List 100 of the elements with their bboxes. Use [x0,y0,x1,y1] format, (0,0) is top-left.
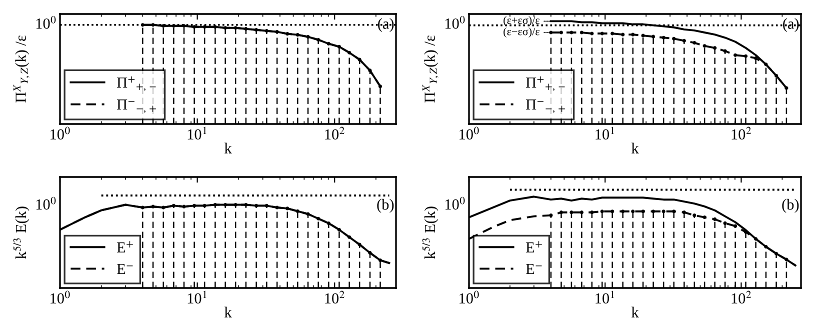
point [296,209,300,214]
point [651,34,656,38]
point [172,24,176,28]
point [754,237,758,241]
point [140,23,144,27]
point [244,202,248,207]
x-tick-label: 10$^{2}$ [732,126,752,140]
point [764,62,768,66]
point [590,32,594,36]
point [682,210,686,214]
point [754,56,758,60]
point [275,30,279,34]
point [549,214,553,218]
point [358,242,362,246]
point [202,25,206,29]
point [631,210,635,214]
x-tick-label: 10$^{1}$ [596,126,614,140]
legend-label: E$^{+}$ [116,241,133,252]
point [734,224,738,228]
x-tick-label: 10$^{0}$ [50,290,70,304]
point [600,210,604,214]
point [774,252,778,256]
point [774,74,778,78]
point [621,32,625,36]
point [723,221,727,225]
point [692,214,696,218]
point [784,86,788,90]
legend-label: Π$^{+}$$_{+,−}$ [116,76,156,92]
text: 10$^{0}$ [36,16,56,29]
point [254,28,258,32]
point [326,42,330,46]
y-axis-title: k$^{5/3}$ E(k) [13,206,30,259]
point [651,210,656,214]
point [306,212,310,216]
point [702,44,706,48]
x-tick-label: 10$^{2}$ [325,290,344,304]
point [326,221,330,226]
legend-label: Π$^{−}$$_{−,+}$ [526,100,565,114]
y-axis-title: k$^{5/3}$ E(k) [422,206,438,259]
y-axis-title: Π$^{X}$$_{Y,Z}$(k) /ε [422,36,438,102]
annotation: (a) [783,18,799,32]
x-axis-title: k [631,306,639,318]
point [316,216,320,220]
point [358,58,362,62]
point [224,202,228,207]
point [672,210,676,214]
point [580,210,584,214]
x-tick-label: 10$^{2}$ [325,126,344,140]
point [713,46,717,50]
point [151,23,155,27]
point [784,258,788,262]
point [286,206,290,210]
point [682,38,686,43]
point [202,204,206,208]
point [744,54,748,58]
x-tick-label: 10$^{0}$ [460,290,479,304]
point [244,27,248,31]
legend-label: E$^{+}$ [526,241,542,252]
point [140,206,144,210]
point [610,32,614,36]
point [641,34,645,38]
legend-label: E$^{−}$ [116,264,133,274]
point [234,26,238,30]
point [631,32,635,36]
annotation: (b) [782,198,799,213]
point [662,36,666,40]
x-tick-label: 10$^{1}$ [188,126,206,140]
point [348,235,352,239]
point [734,53,738,57]
point [378,258,382,262]
y-axis-title: Π$^{X}$$_{Y,Z}$(k) /ε [13,36,30,102]
point [192,25,196,29]
point [264,29,268,33]
x-axis-title: k [224,142,232,154]
point [224,26,228,30]
legend-label: Π$^{−}$$_{−,+}$ [116,100,156,114]
point [600,32,604,36]
point [580,30,584,34]
point [702,215,706,220]
point [368,251,372,255]
point [162,206,166,210]
point [692,40,696,45]
point [337,228,341,232]
x-axis-title: k [224,306,232,318]
x-tick-label: 10$^{1}$ [188,290,206,304]
point [378,84,382,88]
x-tick-label: 10$^{0}$ [460,126,479,140]
x-tick-label: 10$^{0}$ [50,126,70,140]
text: 10$^{0}$ [36,196,56,210]
point [286,32,290,36]
point [559,30,564,34]
point [641,210,645,214]
legend-label: Π$^{+}$$_{+,−}$ [526,76,565,92]
point [610,210,614,214]
point [590,210,594,214]
point [172,204,176,208]
point [316,38,320,42]
point [764,244,768,249]
point [306,34,310,39]
point [662,210,666,214]
